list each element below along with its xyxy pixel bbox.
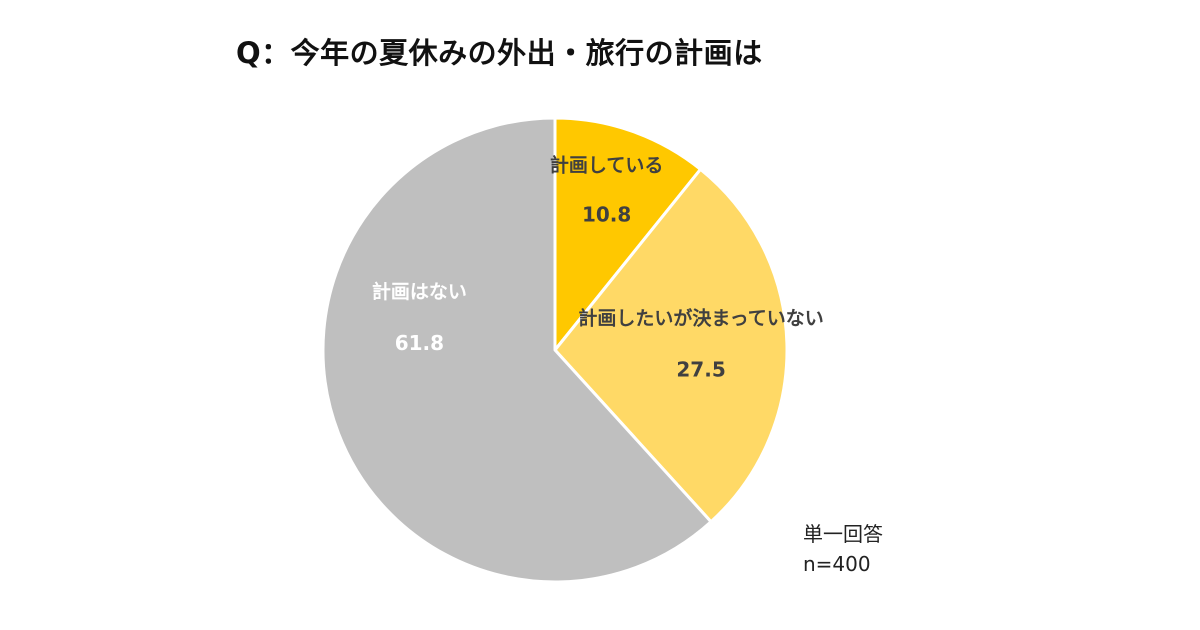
label-no-plan: 計画はない — [372, 280, 467, 303]
value-undecided: 27.5 — [676, 357, 725, 381]
slice-no-plan — [321, 116, 713, 584]
value-no-plan: 61.8 — [395, 331, 444, 355]
label-undecided: 計画したいが決まっていない — [578, 306, 823, 329]
answer-type-note: 単一回答 — [803, 522, 883, 546]
chart-title: Q：今年の夏休みの外出・旅行の計画は — [236, 36, 763, 70]
pie-slices — [321, 116, 789, 584]
pie-labels: 計画している 10.8 計画したいが決まっていない 27.5 計画はない 61.8 — [372, 154, 824, 382]
slice-planning — [553, 116, 703, 352]
label-planning: 計画している — [550, 154, 663, 177]
slice-undecided — [553, 167, 789, 524]
value-planning: 10.8 — [582, 203, 631, 227]
sample-size-note: n=400 — [803, 552, 871, 576]
